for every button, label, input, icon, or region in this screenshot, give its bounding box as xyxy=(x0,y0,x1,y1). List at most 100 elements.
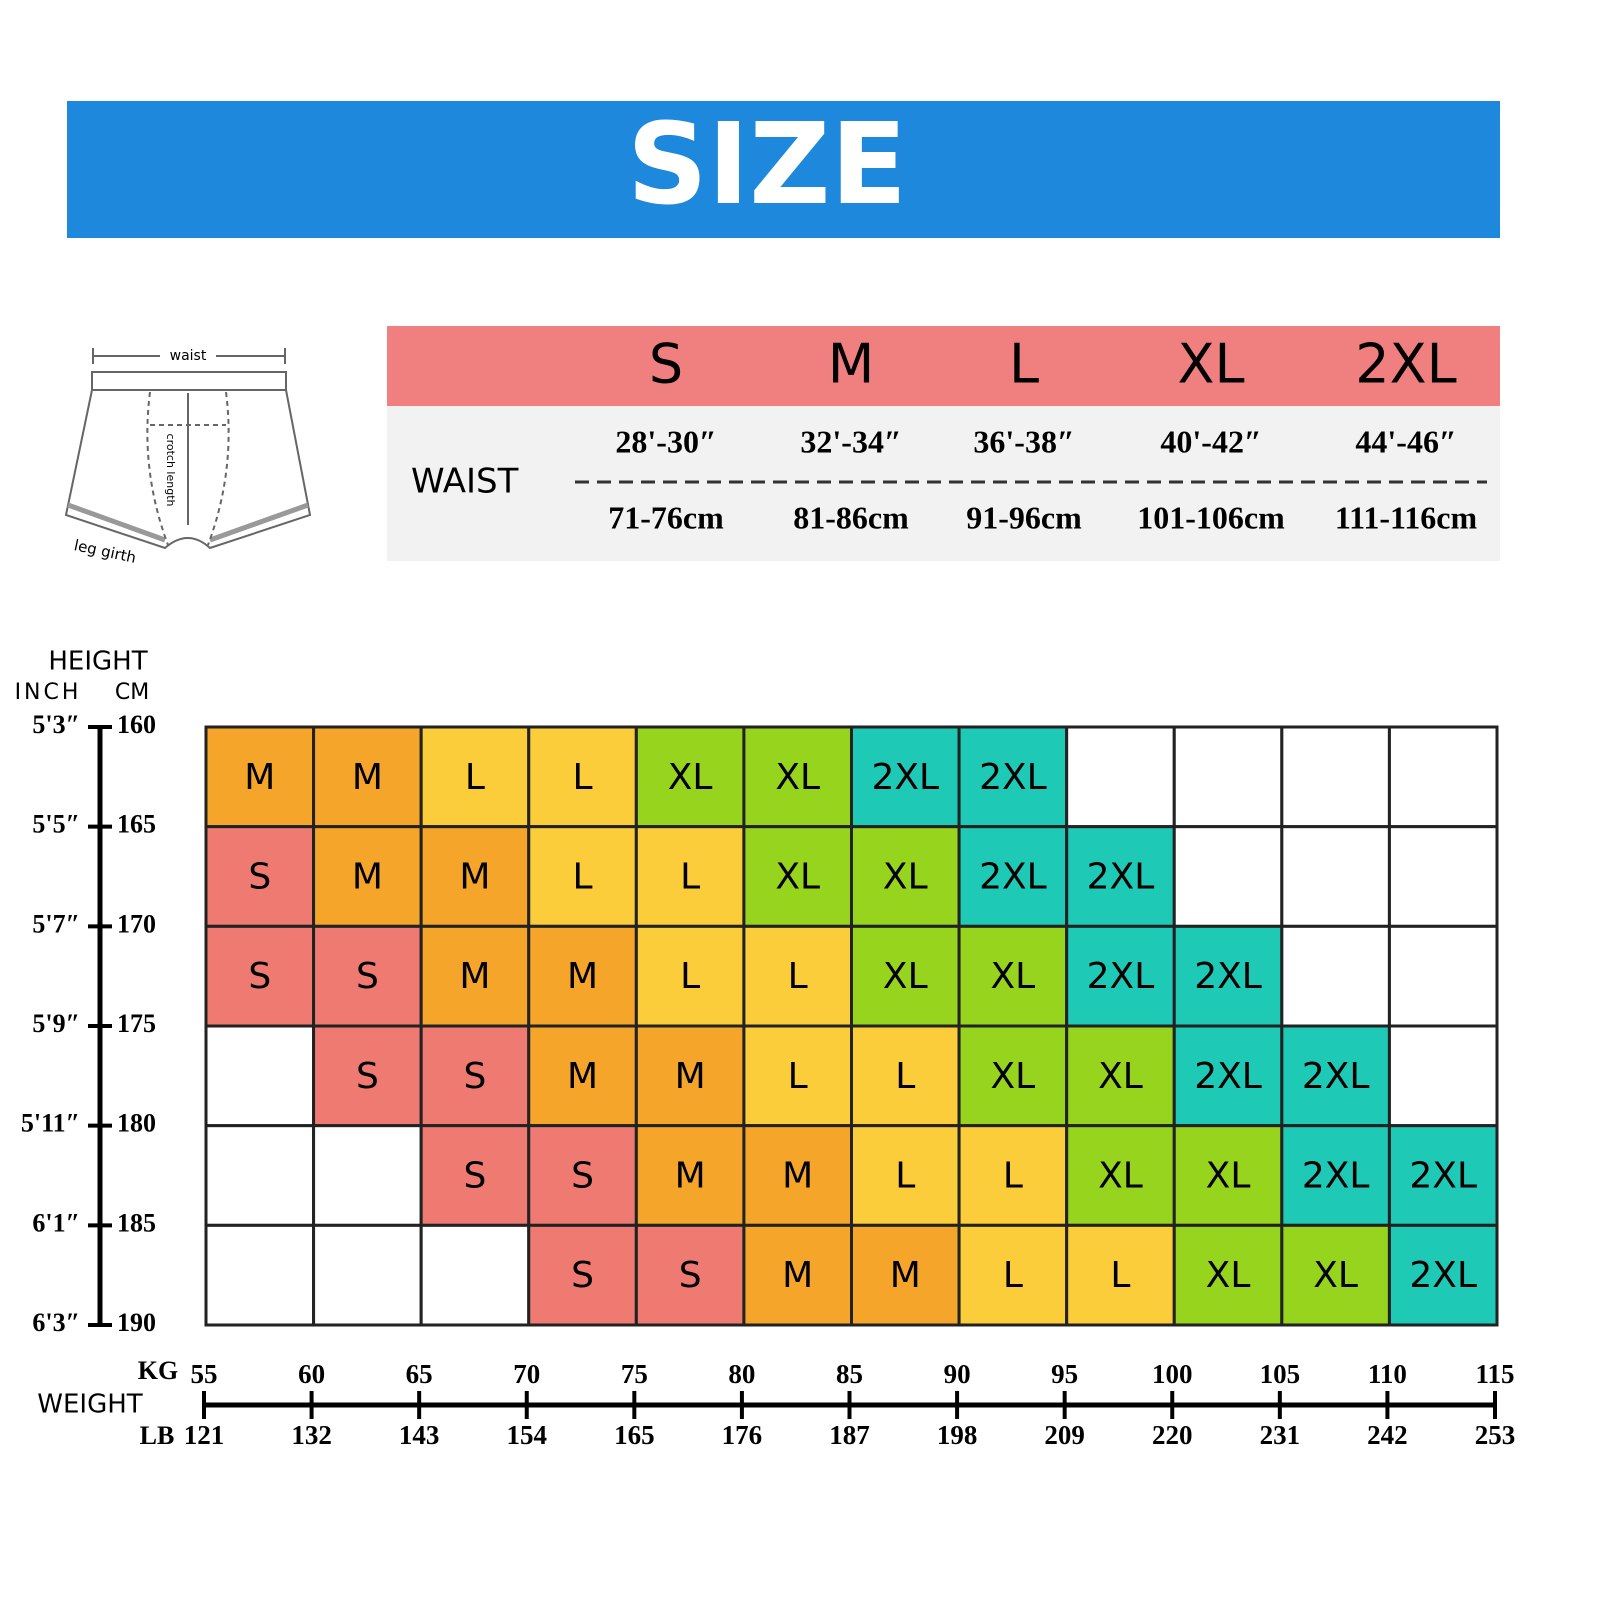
grid-cell xyxy=(957,1024,1069,1128)
weight-lb: 143 xyxy=(399,1420,440,1450)
waist-cm: 101-106cm xyxy=(1137,499,1285,535)
axis-title: WEIGHT xyxy=(37,1390,143,1420)
diagram-label: waist xyxy=(170,348,207,364)
weight-lb: 121 xyxy=(184,1420,225,1450)
waist-cm: 71-76cm xyxy=(608,499,724,535)
cell-size: L xyxy=(788,956,808,997)
grid-cell xyxy=(204,1024,316,1128)
weight-lb: 220 xyxy=(1152,1420,1193,1450)
waist-cm: 111-116cm xyxy=(1335,499,1478,535)
grid-cell xyxy=(204,1124,316,1227)
grid-cell xyxy=(634,825,746,928)
table-header xyxy=(387,326,1500,406)
height-inch: 6'1″ xyxy=(32,1208,80,1237)
title-banner xyxy=(67,101,1500,238)
weight-lb: 187 xyxy=(829,1420,870,1450)
cell-size: M xyxy=(890,1255,921,1296)
cell-size: 2XL xyxy=(1409,1255,1477,1296)
size-header: M xyxy=(828,333,875,396)
cell-size: XL xyxy=(775,757,820,798)
weight-kg: 85 xyxy=(836,1359,863,1389)
weight-kg: 80 xyxy=(728,1359,755,1389)
height-cm: 180 xyxy=(117,1109,156,1138)
weight-lb: 132 xyxy=(291,1420,332,1450)
size-header: S xyxy=(649,333,683,396)
grid-cell xyxy=(312,1223,423,1327)
grid-cell xyxy=(1387,924,1499,1028)
cell-size: S xyxy=(464,1156,487,1197)
row-label: WAIST xyxy=(411,462,519,502)
grid-cell xyxy=(1387,1124,1499,1227)
cell-size: L xyxy=(680,857,700,898)
cell-size: L xyxy=(895,1156,915,1197)
grid-cell xyxy=(1065,924,1176,1028)
grid-cell xyxy=(957,825,1069,928)
cell-size: S xyxy=(356,956,379,997)
size-header: XL xyxy=(1177,333,1244,396)
grid-cell xyxy=(1172,725,1284,829)
weight-kg: 70 xyxy=(513,1359,540,1389)
cell-size: M xyxy=(459,857,490,898)
cell-size: M xyxy=(567,1056,598,1097)
grid-cell xyxy=(419,825,531,928)
cell-size: XL xyxy=(883,857,928,898)
height-inch: 6'3″ xyxy=(32,1308,80,1337)
cell-size: L xyxy=(1003,1156,1023,1197)
cell-size: 2XL xyxy=(1087,956,1155,997)
grid-cell xyxy=(850,725,961,829)
cell-size: L xyxy=(788,1056,808,1097)
grid-cell xyxy=(1065,825,1176,928)
cell-size: 2XL xyxy=(1409,1156,1477,1197)
grid-cell xyxy=(1280,924,1391,1028)
grid-cell xyxy=(850,825,961,928)
height-cm: 185 xyxy=(117,1208,156,1237)
cell-size: 2XL xyxy=(1302,1056,1370,1097)
axis-unit: CM xyxy=(115,680,149,705)
waist-cm: 81-86cm xyxy=(793,499,909,535)
cell-size: XL xyxy=(775,857,820,898)
cell-size: L xyxy=(465,757,485,798)
title: SIZE xyxy=(627,100,907,230)
height-cm: 165 xyxy=(117,810,156,839)
weight-lb: 209 xyxy=(1044,1420,1085,1450)
waist-inch: 40'-42″ xyxy=(1160,423,1261,459)
cell-size: M xyxy=(244,757,275,798)
cell-size: L xyxy=(680,956,700,997)
height-cm: 170 xyxy=(117,909,156,938)
height-inch: 5'5″ xyxy=(32,810,80,839)
grid-cell xyxy=(527,1223,638,1327)
axis-unit: KG xyxy=(138,1356,178,1385)
grid-cell xyxy=(957,1223,1069,1327)
grid-cell xyxy=(419,1223,531,1327)
cell-size: L xyxy=(1003,1255,1023,1296)
height-cm: 175 xyxy=(117,1009,156,1038)
grid-cell xyxy=(527,1124,638,1227)
height-inch: 5'7″ xyxy=(32,909,80,938)
grid-cell xyxy=(1280,825,1391,928)
cell-size: 2XL xyxy=(1087,857,1155,898)
weight-kg: 90 xyxy=(944,1359,971,1389)
cell-size: XL xyxy=(1098,1156,1143,1197)
weight-kg: 55 xyxy=(191,1359,218,1389)
height-cm: 160 xyxy=(117,710,156,739)
grid-cell xyxy=(850,1124,961,1227)
grid-cell xyxy=(204,924,316,1028)
cell-size: S xyxy=(248,956,271,997)
axis-unit: INCH xyxy=(15,680,82,705)
weight-kg: 115 xyxy=(1475,1359,1514,1389)
grid-cell xyxy=(1172,1223,1284,1327)
grid-cell xyxy=(1387,825,1499,928)
cell-size: 2XL xyxy=(1194,1056,1262,1097)
cell-size: XL xyxy=(883,956,928,997)
cell-size: 2XL xyxy=(979,857,1047,898)
label-bg xyxy=(160,349,216,363)
grid-cell xyxy=(1387,725,1499,829)
diagram-label: leg girth xyxy=(72,536,137,567)
weight-kg: 110 xyxy=(1368,1359,1407,1389)
cell-size: 2XL xyxy=(871,757,939,798)
cell-size: S xyxy=(679,1255,702,1296)
cell-size: L xyxy=(573,757,593,798)
weight-lb: 165 xyxy=(614,1420,655,1450)
cell-size: 2XL xyxy=(1302,1156,1370,1197)
cell-size: M xyxy=(675,1156,706,1197)
